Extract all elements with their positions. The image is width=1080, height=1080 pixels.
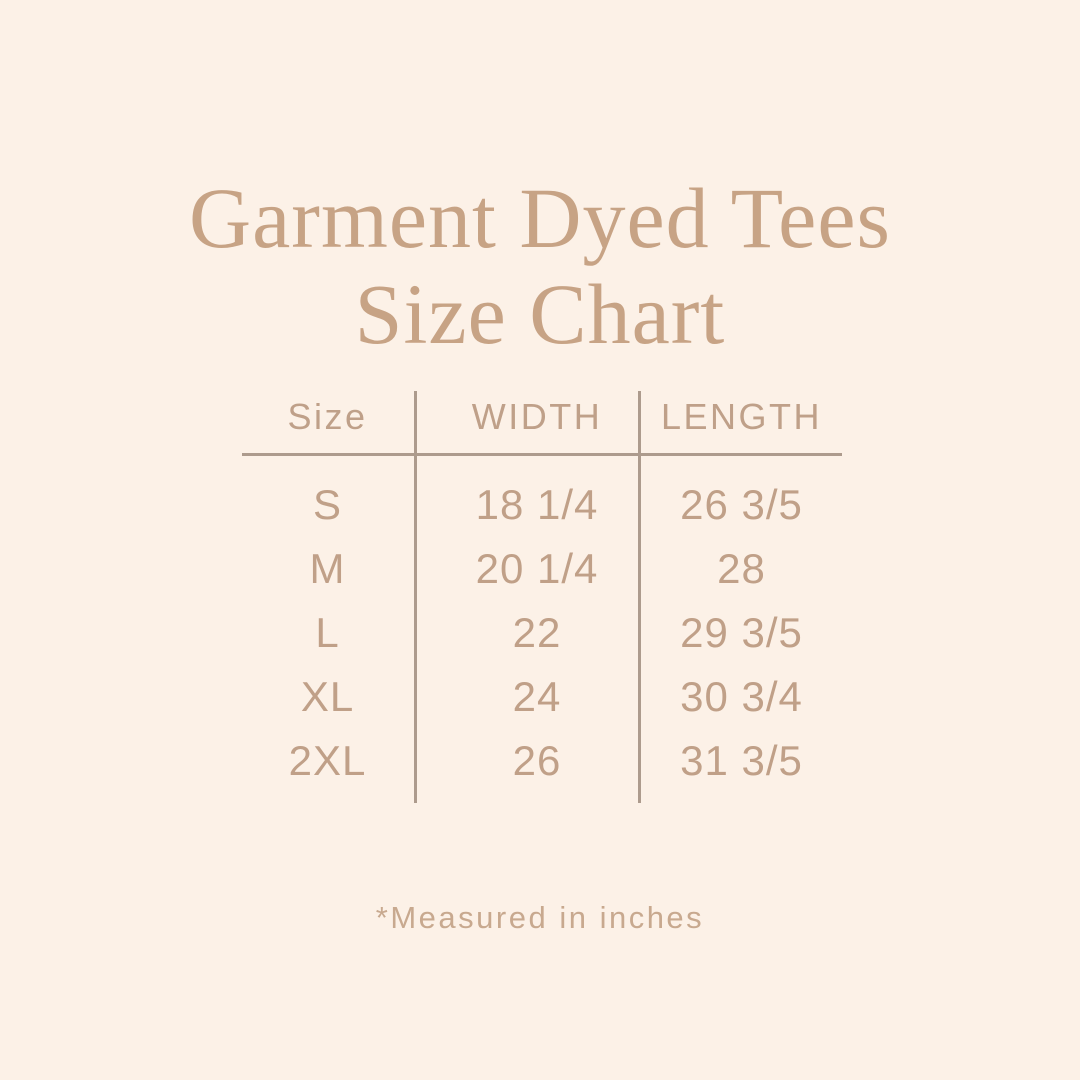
row-2xl-size: 2XL [288, 737, 367, 784]
column-header-size: Size [287, 396, 368, 437]
row-l-length: 29 3/5 [680, 609, 803, 656]
row-l-size: L [315, 609, 340, 656]
row-xl-size: XL [300, 673, 355, 720]
row-2xl-width: 26 [512, 737, 562, 784]
row-s-width: 18 1/4 [475, 481, 599, 528]
size-table-header: Size WIDTH LENGTH [239, 385, 843, 449]
table-divider-vertical-2 [638, 391, 641, 803]
column-header-width: WIDTH [471, 396, 603, 437]
size-table-body: S 18 1/4 26 3/5 M 20 1/4 28 L 22 29 3/5 … [239, 473, 843, 793]
table-header-rule [242, 453, 842, 456]
page-title: Garment Dyed Tees Size Chart [0, 170, 1080, 362]
table-divider-vertical-1 [414, 391, 417, 803]
page-title-line1: Garment Dyed Tees [189, 169, 891, 266]
page-title-line2: Size Chart [354, 265, 726, 362]
row-xl-length: 30 3/4 [680, 673, 803, 720]
row-2xl-length: 31 3/5 [680, 737, 803, 784]
row-m-size: M [309, 545, 346, 592]
row-s-size: S [312, 481, 342, 528]
row-l-width: 22 [512, 609, 562, 656]
column-header-length: LENGTH [660, 396, 823, 437]
row-s-length: 26 3/5 [680, 481, 803, 528]
row-m-width: 20 1/4 [475, 545, 599, 592]
row-m-length: 28 [717, 545, 766, 592]
row-xl-width: 24 [512, 673, 562, 720]
measurement-footnote: *Measured in inches [375, 900, 705, 935]
